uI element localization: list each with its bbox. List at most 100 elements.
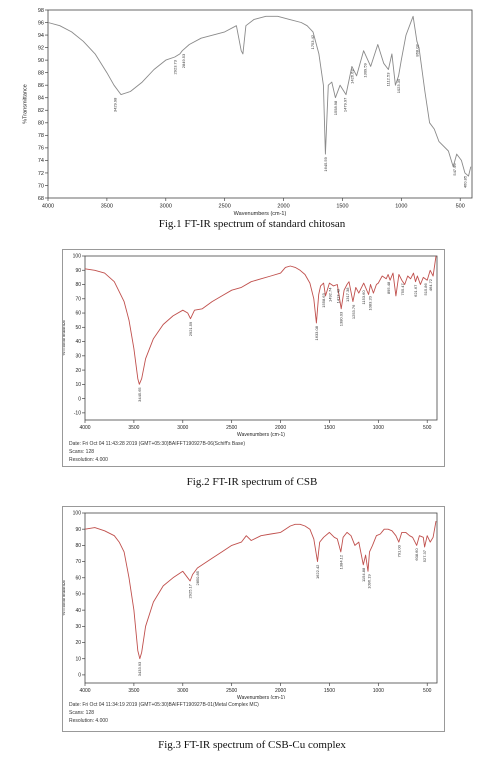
figure-3: 4000 3500 3000 2500 2000 1500 1000 500 100 90 80 70… [62, 506, 445, 732]
peak-label: 2925.17 [188, 583, 193, 598]
x-tick-label: 3500 [128, 425, 139, 431]
peak-label: 1384.12 [338, 554, 343, 569]
peak-label: 1426.63 [349, 69, 354, 84]
x-tick-label: 1500 [324, 425, 335, 431]
figure-1-caption: Fig.1 FT-IR spectrum of standard chitosa… [158, 218, 346, 230]
peak-label: 1622.42 [315, 564, 320, 579]
peak-label: 895.48 [386, 281, 391, 294]
y-tick-label: -10 [74, 411, 81, 417]
x-tick-label: 2500 [226, 425, 237, 431]
figure-3-caption: Fig.3 FT-IR spectrum of CSB-Cu complex [158, 739, 346, 751]
peak-label: 1413.43 [335, 288, 340, 303]
peak-label: 1153.60 [361, 290, 366, 305]
y-tick-label: 88 [38, 71, 44, 77]
peak-label: 1317.38 [345, 287, 350, 302]
figure-1: 4000 3500 3000 2500 2000 1500 1000 500 68 70 72 74 7… [0, 0, 504, 240]
peak-label: 1023.35 [396, 78, 401, 93]
peak-label: 464.72 [428, 278, 433, 291]
y-tick-label: 74 [38, 158, 44, 164]
y-tick-label: 98 [38, 8, 44, 14]
y-tick-label: 96 [38, 20, 44, 26]
peak-label: 791.00 [396, 544, 401, 557]
y-axis-label: %Transmittance [22, 84, 28, 124]
peak-label: 608.60 [414, 548, 419, 561]
y-tick-label: 30 [75, 353, 81, 359]
x-tick-label: 500 [423, 425, 432, 431]
x-tick-label: 3500 [128, 688, 139, 694]
peak-label: 1083.20 [368, 295, 373, 310]
plot-frame [84, 255, 438, 421]
x-tick-label: 2500 [219, 204, 231, 210]
y-tick-label: 70 [75, 296, 81, 302]
peak-label: 868.03 [414, 44, 419, 57]
figure-2-resolution: Resolution: 4.000 [69, 457, 108, 463]
y-tick-label: 94 [38, 33, 44, 39]
figure-3-date: Date: Fri Oct 04 11:34:19 2019 (GMT+05:3… [69, 702, 259, 708]
peak-label: 621.67 [413, 284, 418, 297]
x-tick-label: 1000 [373, 425, 384, 431]
peak-label: 547.96 [452, 163, 457, 176]
peak-label: 755.47 [400, 282, 405, 295]
x-axis-label: Wavenumbers (cm-1) [237, 695, 285, 699]
peak-label: 2849.53 [181, 53, 186, 68]
peak-label: 2923.73 [172, 59, 177, 74]
x-tick-label: 1500 [324, 688, 335, 694]
x-axis-label: Wavenumbers (cm-1) [237, 432, 285, 438]
x-tick-label: 1000 [395, 204, 407, 210]
x-tick-label: 500 [456, 204, 465, 210]
y-tick-label: 0 [78, 396, 81, 402]
x-tick-label: 4000 [42, 204, 54, 210]
y-tick-label: 92 [38, 45, 44, 51]
x-tick-label: 3500 [101, 204, 113, 210]
peak-label: 2850.85 [195, 570, 200, 585]
y-tick-label: 0 [78, 673, 81, 679]
peak-label: 1112.53 [386, 72, 391, 87]
peak-label: 1492.74 [328, 287, 333, 302]
peak-label: 1380.03 [339, 311, 344, 326]
x-tick-label: 1500 [336, 204, 348, 210]
peak-label: 1479.97 [342, 97, 347, 112]
y-tick-label: 90 [75, 527, 81, 533]
figure-2: 4000 3500 3000 2500 2000 1500 1000 500 100 90 80 70… [62, 249, 445, 467]
y-tick-label: 86 [38, 83, 44, 89]
peak-label: 1645.59 [323, 156, 328, 171]
y-tick-label: 20 [75, 640, 81, 646]
spectrum-line [84, 521, 437, 660]
peak-label: 1753.42 [310, 34, 315, 49]
y-tick-label: 80 [38, 121, 44, 127]
x-tick-label: 4000 [79, 688, 90, 694]
peak-label: 460.85 [462, 175, 467, 188]
peak-label: 1096.19 [366, 574, 371, 589]
plot-frame [47, 9, 473, 199]
y-tick-label: 50 [75, 592, 81, 598]
y-tick-label: 50 [75, 325, 81, 331]
spectrum-line [84, 255, 437, 385]
chart-csb-cu-complex: 4000 3500 3000 2500 2000 1500 1000 500100908070… [63, 511, 438, 699]
plot-frame [84, 512, 438, 684]
peak-label: 1253.76 [351, 304, 356, 319]
peak-label: 527.37 [422, 549, 427, 562]
y-axis-label: %Transmittance [63, 580, 67, 616]
x-tick-label: 4000 [79, 425, 90, 431]
y-tick-label: 72 [38, 171, 44, 177]
y-tick-label: 100 [73, 511, 82, 517]
y-tick-label: 10 [75, 382, 81, 388]
x-tick-label: 500 [423, 688, 432, 694]
y-tick-label: 78 [38, 133, 44, 139]
x-tick-label: 3000 [177, 425, 188, 431]
chart-standard-chitosan: 4000 3500 3000 2500 2000 1500 1000 500 68 70 72 74 7… [22, 8, 473, 217]
y-tick-label: 80 [75, 543, 81, 549]
y-axis-label: %Transmittance [63, 320, 67, 356]
x-tick-label: 2000 [277, 204, 289, 210]
x-tick-label: 1000 [373, 688, 384, 694]
peak-label: 1558.98 [333, 100, 338, 115]
figure-2-date: Date: Fri Oct 04 11:43:28 2019 (GMT+05:3… [69, 441, 245, 447]
y-tick-label: 68 [38, 196, 44, 202]
figure-3-resolution: Resolution: 4.000 [69, 718, 108, 724]
x-tick-label: 3000 [177, 688, 188, 694]
peak-label: 1154.88 [361, 567, 366, 582]
y-tick-label: 80 [75, 282, 81, 288]
y-tick-label: 70 [38, 183, 44, 189]
peak-label: 1309.59 [362, 62, 367, 77]
peak-label: 1633.08 [314, 325, 319, 340]
